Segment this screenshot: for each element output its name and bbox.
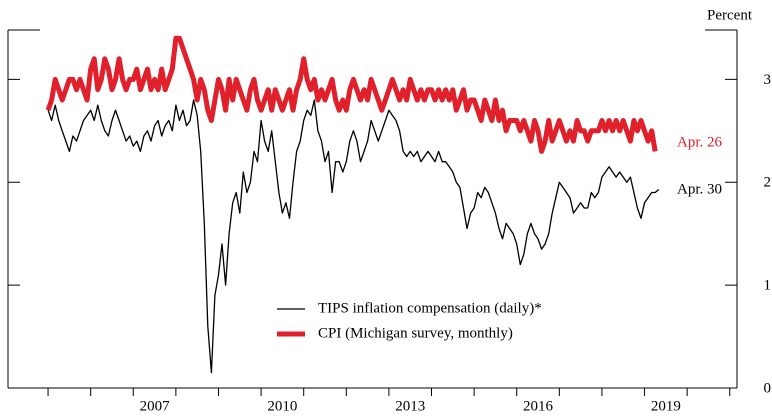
x-tick-label: 2019 [651, 398, 681, 414]
y-tick-label: 0 [764, 380, 772, 396]
y-axis-label: Percent [707, 7, 753, 23]
legend-label: TIPS inflation compensation (daily)* [318, 300, 542, 316]
x-tick-label: 2013 [395, 398, 425, 414]
series-line [47, 99, 660, 374]
y-tick-label: 2 [764, 175, 772, 191]
y-tick-label: 1 [764, 278, 772, 294]
series-line [45, 35, 658, 154]
x-tick-label: 2010 [267, 398, 297, 414]
series-annotation: Apr. 26 [677, 134, 723, 150]
x-tick-label: 2007 [140, 398, 171, 414]
y-tick-label: 3 [764, 72, 772, 88]
legend-label: CPI (Michigan survey, monthly) [318, 325, 513, 341]
series-annotation: Apr. 30 [677, 181, 722, 197]
x-tick-label: 2016 [523, 398, 554, 414]
